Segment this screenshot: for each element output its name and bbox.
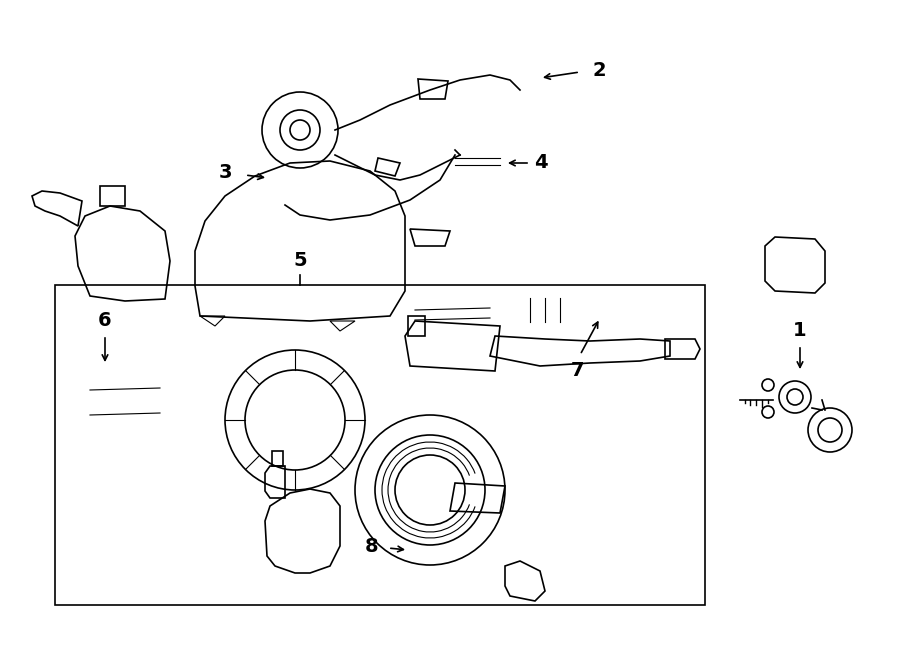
Text: 8: 8: [364, 537, 378, 555]
Text: 3: 3: [219, 163, 232, 182]
Text: 6: 6: [98, 311, 112, 329]
Bar: [55, 285, 705, 605]
Text: 2: 2: [592, 61, 606, 79]
Text: 5: 5: [293, 251, 307, 270]
Text: 7: 7: [572, 360, 585, 379]
Text: 4: 4: [534, 153, 547, 171]
Text: 1: 1: [793, 321, 806, 340]
